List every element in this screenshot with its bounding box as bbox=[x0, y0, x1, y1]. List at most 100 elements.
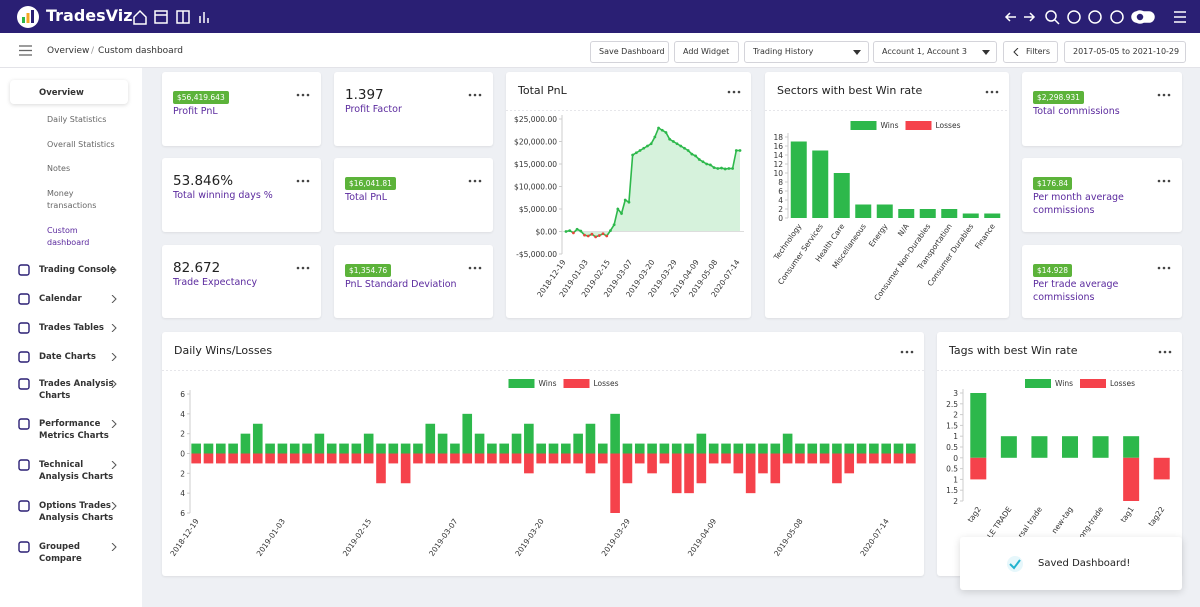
history-select[interactable]: Trading History bbox=[744, 41, 869, 63]
nav-icons[interactable] bbox=[132, 8, 212, 26]
bar bbox=[647, 443, 657, 454]
nav-item[interactable]: Date Charts bbox=[39, 352, 96, 362]
menu-dots[interactable] bbox=[985, 90, 999, 94]
save-button[interactable]: Save Dashboard bbox=[590, 41, 669, 63]
stat-card: 1.397 Profit Factor bbox=[334, 72, 493, 146]
nav-item[interactable]: Trades Tables bbox=[39, 323, 104, 333]
menu-dots[interactable] bbox=[1157, 266, 1171, 270]
nav-subitem[interactable]: Daily Statistics bbox=[47, 115, 107, 124]
bar bbox=[252, 423, 263, 454]
bar bbox=[782, 433, 793, 454]
dot bbox=[478, 179, 482, 183]
menu-dots[interactable] bbox=[468, 266, 482, 270]
bar bbox=[970, 457, 987, 480]
y-tick-label: 3 bbox=[953, 389, 958, 398]
bar bbox=[869, 453, 879, 464]
icon-shape bbox=[18, 378, 30, 390]
legend-label: Wins bbox=[539, 379, 557, 388]
menu-dots[interactable] bbox=[468, 93, 482, 97]
point bbox=[579, 229, 583, 233]
active-item[interactable] bbox=[10, 80, 128, 104]
icon-shape bbox=[18, 351, 30, 363]
menu-dots[interactable] bbox=[727, 90, 741, 94]
y-tick-label: 1 bbox=[953, 475, 958, 484]
nav-item[interactable]: Overview bbox=[39, 88, 84, 98]
account-select[interactable]: Account 1, Account 3 bbox=[873, 41, 997, 63]
logo bbox=[17, 6, 39, 28]
menu-dots[interactable] bbox=[296, 93, 310, 97]
bar bbox=[856, 443, 867, 454]
menu-dots[interactable] bbox=[296, 266, 310, 270]
toast-text: Saved Dashboard! bbox=[1038, 558, 1131, 569]
breadcrumb[interactable]: Overview bbox=[47, 46, 90, 56]
y-tick-label: 0 bbox=[953, 454, 958, 463]
x-tick-label: Energy bbox=[867, 222, 890, 249]
stat-badge: $14.928 bbox=[1033, 264, 1073, 277]
nav-item[interactable]: Performance Metrics Charts bbox=[39, 419, 109, 441]
tool-icons[interactable] bbox=[1004, 7, 1194, 27]
nav-subitem[interactable]: Overall Statistics bbox=[47, 140, 115, 149]
bar bbox=[388, 443, 399, 454]
menu-dots[interactable] bbox=[1157, 93, 1171, 97]
menu-dots[interactable] bbox=[468, 179, 482, 183]
stat-label: Trade Expectancy bbox=[173, 277, 258, 288]
menu-icon[interactable] bbox=[19, 45, 33, 56]
point bbox=[612, 223, 616, 227]
legend-label: Wins bbox=[881, 121, 899, 130]
nav-item[interactable]: Calendar bbox=[39, 294, 82, 304]
point bbox=[638, 149, 642, 152]
bar bbox=[536, 453, 546, 464]
chart-title: Sectors with best Win rate bbox=[777, 84, 923, 97]
point bbox=[572, 231, 575, 235]
bar bbox=[647, 453, 657, 474]
stat-label: Profit PnL bbox=[173, 106, 218, 117]
bar bbox=[314, 453, 325, 464]
filters-button[interactable]: Filters bbox=[1003, 41, 1058, 63]
bar bbox=[474, 433, 485, 454]
menu-dots[interactable] bbox=[900, 350, 914, 354]
nav-subitem[interactable]: Money transactions bbox=[47, 189, 97, 210]
chart-card: Tags with best Win rate 3 2.5 2 1.5 1 0.5 0 0.5 1… bbox=[937, 332, 1182, 576]
dot bbox=[1167, 93, 1171, 97]
y-tick-label: $20,000.00 bbox=[514, 138, 557, 147]
nav-subitem[interactable]: Custom dashboard bbox=[47, 226, 90, 247]
nav-icon bbox=[18, 351, 30, 363]
date-range[interactable]: 2017-05-05 to 2021-10-29 bbox=[1064, 41, 1186, 63]
menu-dots[interactable] bbox=[1157, 179, 1171, 183]
bar bbox=[289, 443, 300, 454]
nav-item[interactable]: Options Trades Analysis Charts bbox=[39, 501, 114, 523]
add-button[interactable]: Add Widget bbox=[674, 41, 739, 63]
bar bbox=[659, 443, 670, 454]
y-tick-label: 0.5 bbox=[946, 465, 958, 474]
bar bbox=[919, 209, 936, 218]
point bbox=[627, 200, 631, 204]
point bbox=[697, 158, 701, 161]
x-tick-label: Finance bbox=[973, 222, 997, 251]
icon-shape bbox=[18, 500, 30, 512]
y-tick-label: 2.5 bbox=[946, 400, 958, 409]
nav-item[interactable]: Trades Analysis Charts bbox=[39, 379, 114, 401]
chevron bbox=[111, 461, 117, 469]
bar bbox=[758, 453, 768, 474]
point bbox=[675, 142, 679, 146]
nav-subitem[interactable]: Notes bbox=[47, 164, 71, 173]
bar bbox=[856, 453, 867, 464]
y-tick-label: 4 bbox=[180, 410, 185, 419]
point bbox=[671, 140, 675, 143]
dot bbox=[306, 266, 310, 270]
menu-dots[interactable] bbox=[296, 179, 310, 183]
nav-item[interactable]: Technical Analysis Charts bbox=[39, 460, 114, 482]
area bbox=[566, 128, 740, 237]
nav-item[interactable]: Grouped Compare bbox=[39, 542, 82, 564]
breadcrumb-sep: / bbox=[91, 46, 95, 56]
point bbox=[683, 146, 686, 150]
menu-dots[interactable] bbox=[1158, 350, 1172, 354]
check-icon bbox=[1007, 556, 1023, 572]
bar bbox=[1031, 436, 1048, 458]
y-tick-label: $5,000.00 bbox=[519, 205, 557, 214]
bar bbox=[561, 453, 571, 464]
bar bbox=[289, 453, 300, 464]
bar bbox=[819, 443, 830, 454]
nav-item[interactable]: Trading Console bbox=[39, 265, 116, 275]
